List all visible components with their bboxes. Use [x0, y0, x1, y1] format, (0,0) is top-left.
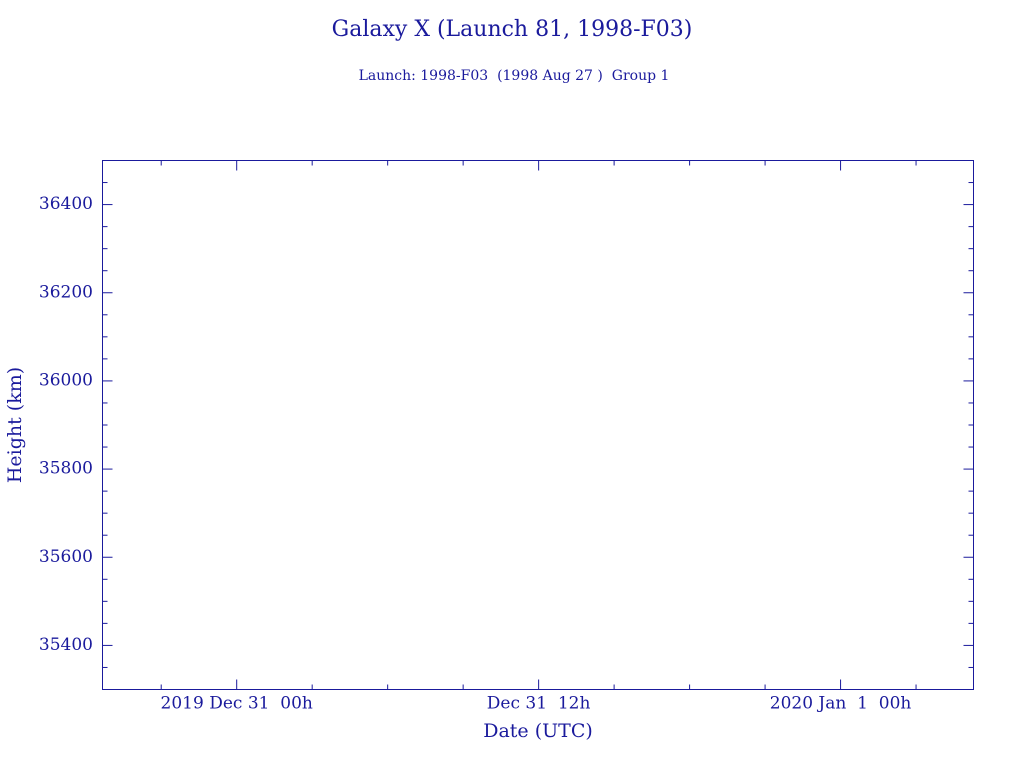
plot-frame: [102, 160, 974, 690]
x-tick-label: 2019 Dec 31 00h: [161, 694, 313, 714]
x-axis-label: Date (UTC): [483, 720, 593, 742]
y-tick-label: 35800: [39, 459, 93, 479]
y-tick-label: 36200: [39, 282, 93, 302]
y-tick-label: 35600: [39, 547, 93, 567]
x-tick-label: Dec 31 12h: [487, 694, 591, 714]
y-axis-label: Height (km): [4, 367, 26, 483]
y-tick-label: 36400: [39, 194, 93, 214]
x-tick-label: 2020 Jan 1 00h: [770, 694, 912, 714]
y-tick-label: 35400: [39, 635, 93, 655]
chart-title: Galaxy X (Launch 81, 1998-F03): [332, 17, 693, 42]
chart-subtitle: Launch: 1998-F03 (1998 Aug 27 ) Group 1: [359, 68, 670, 84]
y-tick-label: 36000: [39, 370, 93, 390]
